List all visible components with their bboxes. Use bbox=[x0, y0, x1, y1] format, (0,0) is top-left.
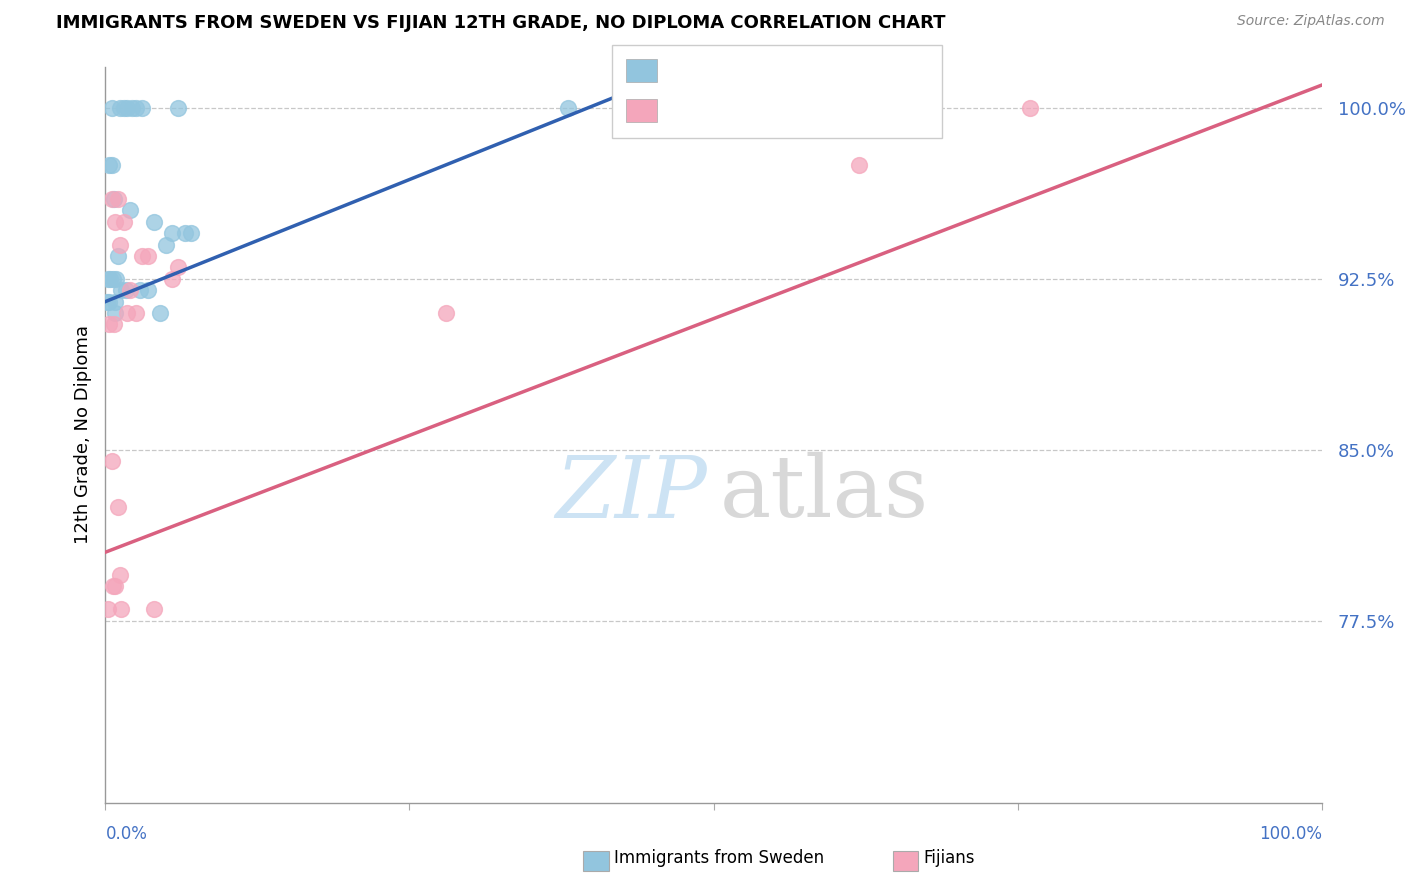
Point bbox=[96, 294, 118, 309]
Point bbox=[162, 272, 184, 286]
Point bbox=[557, 101, 579, 115]
Point bbox=[107, 192, 129, 206]
Y-axis label: 12th Grade, No Diploma: 12th Grade, No Diploma bbox=[73, 326, 91, 544]
Point bbox=[104, 306, 127, 320]
Point bbox=[131, 249, 153, 263]
Point bbox=[104, 579, 127, 593]
Point bbox=[173, 226, 195, 240]
Text: 32: 32 bbox=[825, 60, 851, 78]
Text: Source: ZipAtlas.com: Source: ZipAtlas.com bbox=[1237, 14, 1385, 29]
Point bbox=[98, 158, 121, 172]
Point bbox=[125, 101, 148, 115]
Point bbox=[103, 192, 125, 206]
Point bbox=[101, 272, 124, 286]
Point bbox=[103, 318, 125, 332]
Point bbox=[136, 249, 159, 263]
Text: IMMIGRANTS FROM SWEDEN VS FIJIAN 12TH GRADE, NO DIPLOMA CORRELATION CHART: IMMIGRANTS FROM SWEDEN VS FIJIAN 12TH GR… bbox=[56, 14, 946, 32]
Point bbox=[125, 306, 148, 320]
Point bbox=[131, 101, 153, 115]
Point bbox=[100, 101, 122, 115]
Point bbox=[104, 215, 127, 229]
Point bbox=[118, 283, 141, 297]
Point bbox=[108, 237, 131, 252]
Point bbox=[110, 602, 132, 616]
Point bbox=[100, 192, 122, 206]
Point bbox=[136, 283, 159, 297]
Point bbox=[115, 283, 138, 297]
Point bbox=[101, 579, 124, 593]
Text: 0.451: 0.451 bbox=[706, 60, 762, 78]
Point bbox=[121, 101, 143, 115]
Point bbox=[848, 158, 870, 172]
Point bbox=[1018, 101, 1040, 115]
Text: atlas: atlas bbox=[720, 452, 929, 535]
Point bbox=[107, 249, 129, 263]
Point bbox=[112, 101, 135, 115]
Point bbox=[100, 454, 122, 468]
Text: N =: N = bbox=[790, 100, 830, 118]
Point bbox=[118, 203, 141, 218]
Point bbox=[107, 500, 129, 514]
Point bbox=[167, 260, 190, 275]
Text: Fijians: Fijians bbox=[924, 849, 976, 867]
Point bbox=[167, 101, 190, 115]
Point bbox=[100, 158, 122, 172]
Point bbox=[108, 101, 131, 115]
Point bbox=[128, 283, 150, 297]
Point bbox=[112, 215, 135, 229]
Text: 0.471: 0.471 bbox=[706, 100, 762, 118]
Text: Immigrants from Sweden: Immigrants from Sweden bbox=[614, 849, 824, 867]
Point bbox=[155, 237, 177, 252]
Point bbox=[434, 306, 457, 320]
Point bbox=[97, 602, 120, 616]
Point bbox=[98, 272, 121, 286]
Point bbox=[98, 318, 121, 332]
Point bbox=[143, 215, 166, 229]
Point bbox=[162, 226, 184, 240]
Text: 100.0%: 100.0% bbox=[1258, 825, 1322, 843]
Point bbox=[117, 101, 139, 115]
Text: R =: R = bbox=[671, 100, 710, 118]
Text: 0.0%: 0.0% bbox=[105, 825, 148, 843]
Point bbox=[105, 272, 128, 286]
Point bbox=[108, 568, 131, 582]
Point bbox=[97, 272, 120, 286]
Point bbox=[98, 294, 121, 309]
Text: R =: R = bbox=[671, 60, 710, 78]
Text: ZIP: ZIP bbox=[555, 452, 707, 535]
Point bbox=[180, 226, 202, 240]
Point bbox=[149, 306, 172, 320]
Text: 25: 25 bbox=[825, 100, 851, 118]
Point bbox=[110, 283, 132, 297]
Text: N =: N = bbox=[790, 60, 830, 78]
Point bbox=[104, 294, 127, 309]
Point bbox=[143, 602, 166, 616]
Point bbox=[117, 306, 139, 320]
